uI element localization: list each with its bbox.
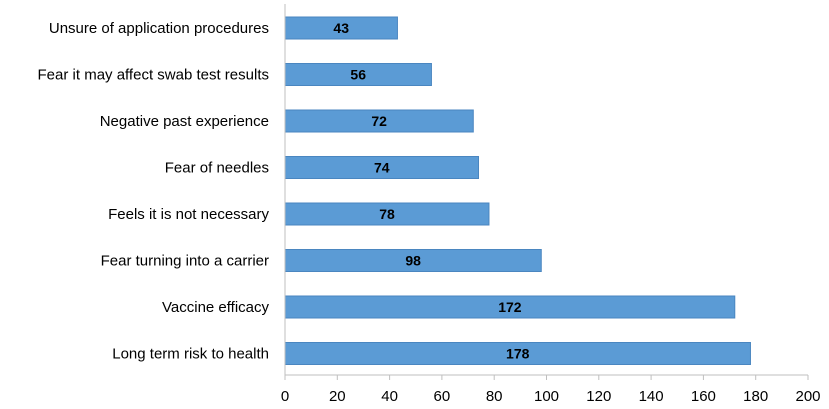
category-labels-group: Unsure of application procedures Fear it … bbox=[38, 20, 270, 363]
data-label: 43 bbox=[333, 20, 349, 36]
x-axis bbox=[284, 4, 809, 380]
data-label: 56 bbox=[350, 67, 366, 83]
tick-labels-group: 0 20 40 60 80 100 120 140 160 180 200 bbox=[281, 388, 821, 405]
category-label: Negative past experience bbox=[100, 113, 269, 130]
data-label: 78 bbox=[379, 206, 395, 222]
category-label: Feels it is not necessary bbox=[108, 206, 269, 223]
data-label: 172 bbox=[498, 299, 522, 315]
x-tick-label: 120 bbox=[586, 388, 611, 405]
data-labels-group: 43 56 72 74 78 98 172 178 bbox=[333, 20, 529, 362]
x-tick-label: 200 bbox=[795, 388, 820, 405]
x-tick-label: 160 bbox=[691, 388, 716, 405]
x-tick-label: 40 bbox=[381, 388, 398, 405]
x-tick-label: 0 bbox=[281, 388, 289, 405]
x-tick-label: 140 bbox=[639, 388, 664, 405]
x-tick-label: 180 bbox=[743, 388, 768, 405]
x-tick-label: 80 bbox=[486, 388, 503, 405]
x-tick-label: 20 bbox=[329, 388, 346, 405]
category-label: Fear turning into a carrier bbox=[101, 253, 269, 270]
data-label: 178 bbox=[506, 346, 530, 362]
data-label: 72 bbox=[371, 113, 387, 129]
x-tick-label: 100 bbox=[534, 388, 559, 405]
category-label: Unsure of application procedures bbox=[49, 20, 269, 37]
category-label: Vaccine efficacy bbox=[162, 299, 269, 316]
category-label: Fear it may affect swab test results bbox=[38, 67, 269, 84]
data-label: 98 bbox=[405, 253, 421, 269]
x-tick-label: 60 bbox=[434, 388, 451, 405]
category-label: Long term risk to health bbox=[112, 346, 269, 363]
category-label: Fear of needles bbox=[165, 160, 269, 177]
data-label: 74 bbox=[374, 160, 390, 176]
